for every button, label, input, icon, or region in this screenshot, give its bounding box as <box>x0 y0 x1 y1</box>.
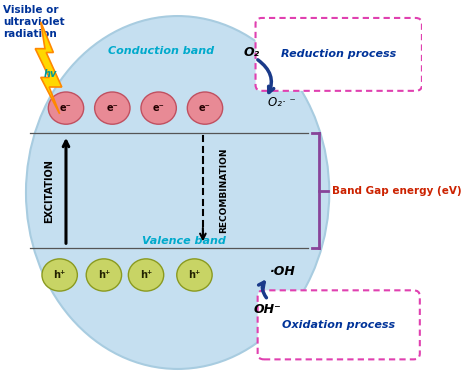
Ellipse shape <box>26 16 329 369</box>
Text: Conduction band: Conduction band <box>108 45 214 55</box>
Text: RECOMBINATION: RECOMBINATION <box>219 148 228 233</box>
Circle shape <box>177 259 212 291</box>
Text: e⁻: e⁻ <box>60 103 72 113</box>
Text: e⁻: e⁻ <box>107 103 118 113</box>
Text: h⁺: h⁺ <box>188 270 201 280</box>
Text: Visible or
ultraviolet
radiation: Visible or ultraviolet radiation <box>3 5 64 39</box>
FancyBboxPatch shape <box>258 290 420 359</box>
FancyBboxPatch shape <box>255 18 422 91</box>
Text: Band Gap energy (eV): Band Gap energy (eV) <box>332 186 462 196</box>
Text: h⁺: h⁺ <box>98 270 110 280</box>
Circle shape <box>141 92 176 124</box>
Circle shape <box>48 92 84 124</box>
Text: Reduction process: Reduction process <box>281 49 396 59</box>
Text: hv: hv <box>44 69 57 79</box>
Text: O₂: O₂ <box>243 46 259 59</box>
Circle shape <box>42 259 77 291</box>
Text: Valence band: Valence band <box>142 236 226 246</box>
Circle shape <box>86 259 122 291</box>
Text: EXCITATION: EXCITATION <box>44 159 54 223</box>
Polygon shape <box>35 22 62 114</box>
Text: h⁺: h⁺ <box>54 270 66 280</box>
Text: O₂· ⁻: O₂· ⁻ <box>268 96 296 109</box>
Text: ·OH: ·OH <box>270 264 296 278</box>
Text: OH⁻: OH⁻ <box>254 303 281 316</box>
Text: Oxidation process: Oxidation process <box>282 320 395 330</box>
Circle shape <box>95 92 130 124</box>
Text: e⁻: e⁻ <box>153 103 164 113</box>
Circle shape <box>128 259 164 291</box>
Text: e⁻: e⁻ <box>199 103 211 113</box>
Circle shape <box>187 92 223 124</box>
Text: h⁺: h⁺ <box>140 270 152 280</box>
